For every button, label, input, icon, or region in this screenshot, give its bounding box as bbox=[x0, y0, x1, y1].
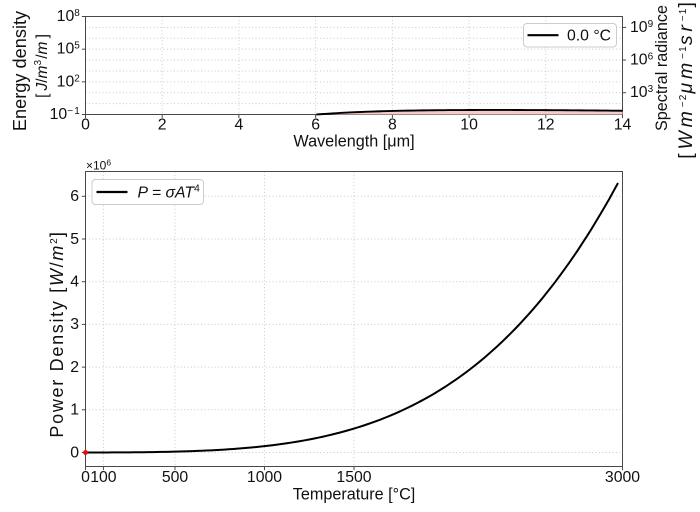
svg-text:8: 8 bbox=[388, 117, 397, 134]
svg-text:4: 4 bbox=[70, 274, 79, 291]
svg-text:0.0 °C: 0.0 °C bbox=[567, 28, 611, 45]
svg-text:3: 3 bbox=[70, 316, 79, 333]
svg-text:1000: 1000 bbox=[247, 469, 282, 486]
svg-text:100: 100 bbox=[90, 469, 117, 486]
svg-text:105: 105 bbox=[57, 41, 81, 58]
svg-text:2: 2 bbox=[158, 117, 167, 134]
svg-text:14: 14 bbox=[614, 117, 632, 134]
svg-text:3000: 3000 bbox=[605, 469, 640, 486]
svg-text:108: 108 bbox=[57, 8, 81, 25]
svg-text:103: 103 bbox=[630, 84, 654, 101]
svg-text:1500: 1500 bbox=[336, 469, 371, 486]
svg-text:[Wm−2μm−1sr−1]: [Wm−2μm−1sr−1] bbox=[675, 0, 697, 159]
svg-text:12: 12 bbox=[537, 117, 555, 134]
svg-text:10: 10 bbox=[460, 117, 478, 134]
svg-text:0: 0 bbox=[81, 469, 90, 486]
svg-text:106: 106 bbox=[630, 52, 654, 69]
svg-text:102: 102 bbox=[57, 73, 81, 90]
svg-text:Temperature [°C]: Temperature [°C] bbox=[293, 486, 416, 504]
svg-text:Energy density: Energy density bbox=[10, 10, 30, 131]
svg-text:[ J/m3/m ]: [ J/m3/m ] bbox=[33, 34, 51, 98]
svg-text:0: 0 bbox=[70, 444, 79, 461]
svg-text:109: 109 bbox=[630, 19, 654, 36]
svg-text:P = σAT4: P = σAT4 bbox=[138, 183, 201, 202]
svg-text:×106: ×106 bbox=[86, 158, 111, 173]
svg-text:0: 0 bbox=[81, 117, 90, 134]
svg-text:Spectral radiance: Spectral radiance bbox=[653, 5, 671, 131]
svg-text:500: 500 bbox=[162, 469, 189, 486]
svg-text:2: 2 bbox=[70, 359, 79, 376]
svg-text:6: 6 bbox=[311, 117, 320, 134]
svg-text:1: 1 bbox=[70, 402, 79, 419]
svg-text:Power Density [W/m2]: Power Density [W/m2] bbox=[47, 230, 67, 437]
svg-text:Wavelength [μm]: Wavelength [μm] bbox=[293, 133, 414, 151]
svg-text:4: 4 bbox=[235, 117, 244, 134]
svg-text:6: 6 bbox=[70, 188, 79, 205]
svg-text:5: 5 bbox=[70, 231, 79, 248]
